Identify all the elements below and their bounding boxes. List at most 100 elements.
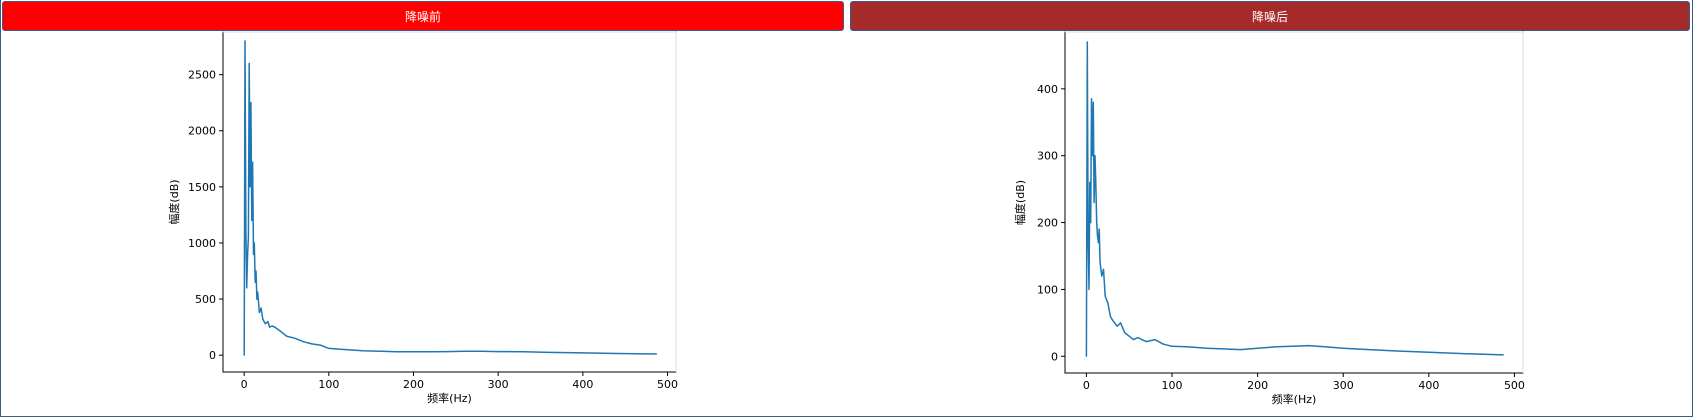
data-point-before bbox=[379, 350, 381, 352]
data-point-after bbox=[1171, 345, 1173, 347]
x-tick-label-after: 500 bbox=[1504, 379, 1525, 392]
data-point-before bbox=[248, 62, 250, 65]
data-point-before bbox=[582, 352, 584, 354]
data-point-before bbox=[246, 287, 248, 289]
data-point-before bbox=[243, 354, 245, 356]
data-point-after bbox=[1154, 338, 1156, 341]
data-point-after bbox=[1088, 288, 1090, 291]
data-point-before bbox=[247, 236, 250, 238]
data-point-after bbox=[1086, 41, 1088, 43]
y-axis-label-before: 幅度(dB) bbox=[167, 179, 181, 224]
data-point-before bbox=[294, 337, 296, 339]
data-point-before bbox=[345, 348, 347, 351]
data-point-after bbox=[1393, 350, 1396, 352]
data-point-after bbox=[1502, 354, 1504, 356]
data-point-before bbox=[616, 352, 618, 355]
data-point-before bbox=[463, 350, 465, 352]
data-point-before bbox=[262, 318, 264, 320]
data-point-after bbox=[1098, 228, 1100, 230]
x-tick-label-before: 300 bbox=[488, 378, 509, 391]
data-point-before bbox=[246, 253, 249, 255]
data-point-after bbox=[1095, 181, 1097, 184]
data-point-after bbox=[1188, 346, 1190, 348]
data-point-after bbox=[1145, 340, 1147, 343]
data-point-before bbox=[328, 347, 330, 350]
y-tick-label-before: 2500 bbox=[188, 69, 216, 82]
data-point-before bbox=[277, 328, 279, 330]
data-point-before bbox=[258, 311, 261, 314]
data-point-after bbox=[1116, 325, 1118, 327]
x-tick-label-after: 300 bbox=[1333, 379, 1354, 392]
data-point-before bbox=[302, 341, 305, 343]
plot-area-after bbox=[1064, 31, 1524, 374]
data-point-before bbox=[274, 326, 276, 328]
data-point-after bbox=[1342, 347, 1344, 349]
data-point-before bbox=[362, 350, 364, 352]
y-tick-label-before: 1500 bbox=[188, 181, 216, 194]
header-after-denoise[interactable]: 降噪后 bbox=[850, 1, 1690, 31]
data-point-after bbox=[1291, 345, 1293, 347]
data-point-after bbox=[1128, 335, 1130, 337]
data-point-after bbox=[1096, 221, 1098, 224]
y-tick-label-after: 400 bbox=[1037, 83, 1058, 96]
data-point-before bbox=[522, 351, 525, 353]
data-point-after bbox=[1094, 155, 1096, 157]
data-point-before bbox=[655, 353, 658, 355]
series-line-after bbox=[1085, 41, 1504, 357]
data-point-after bbox=[1089, 181, 1091, 184]
y-tick-label-after: 0 bbox=[1051, 350, 1058, 363]
data-point-after bbox=[1120, 322, 1122, 324]
data-point-before bbox=[319, 344, 321, 346]
data-point-before bbox=[429, 351, 432, 353]
data-point-before bbox=[244, 40, 246, 42]
data-point-before bbox=[395, 351, 398, 353]
data-point-before bbox=[271, 325, 273, 327]
data-point-before bbox=[260, 307, 262, 309]
data-point-after bbox=[1132, 338, 1135, 341]
data-point-after bbox=[1137, 336, 1139, 339]
data-point-after bbox=[1274, 346, 1276, 348]
y-tick-label-before: 500 bbox=[195, 293, 216, 306]
data-point-after bbox=[1101, 275, 1103, 277]
data-point-before bbox=[253, 242, 255, 244]
x-tick-label-before: 100 bbox=[318, 378, 339, 391]
data-point-after bbox=[1162, 343, 1165, 345]
data-point-before bbox=[412, 351, 415, 353]
data-point-after bbox=[1092, 101, 1094, 103]
data-point-before bbox=[446, 350, 448, 353]
x-tick-label-after: 200 bbox=[1247, 379, 1268, 392]
header-before-denoise[interactable]: 降噪前 bbox=[2, 1, 844, 31]
data-point-before bbox=[255, 270, 257, 272]
x-tick-label-after: 400 bbox=[1418, 379, 1439, 392]
data-point-after bbox=[1085, 355, 1088, 357]
data-point-after bbox=[1102, 268, 1105, 270]
data-point-after bbox=[1104, 295, 1106, 297]
data-point-before bbox=[251, 219, 253, 222]
data-point-before bbox=[267, 320, 269, 323]
data-point-after bbox=[1093, 201, 1095, 204]
data-point-before bbox=[252, 161, 254, 163]
data-point-before bbox=[264, 323, 266, 325]
data-point-after bbox=[1205, 347, 1207, 349]
data-point-after bbox=[1308, 344, 1310, 347]
data-point-before bbox=[252, 253, 255, 255]
x-axis-label-before: 频率(Hz) bbox=[427, 391, 472, 405]
data-point-after bbox=[1090, 221, 1092, 224]
data-point-before bbox=[245, 231, 247, 233]
data-point-before bbox=[250, 102, 252, 104]
data-point-after bbox=[1428, 351, 1430, 353]
data-point-after bbox=[1099, 262, 1101, 264]
x-tick-label-before: 500 bbox=[657, 378, 678, 391]
data-point-after bbox=[1096, 235, 1099, 237]
data-point-after bbox=[1111, 318, 1113, 321]
x-tick-label-before: 400 bbox=[572, 378, 593, 391]
data-point-after bbox=[1325, 346, 1327, 348]
data-point-before bbox=[311, 343, 313, 345]
data-point-before bbox=[497, 350, 499, 353]
data-point-before bbox=[290, 336, 292, 338]
y-tick-label-after: 100 bbox=[1037, 283, 1058, 296]
data-point-after bbox=[1114, 322, 1116, 324]
x-tick-label-after: 100 bbox=[1162, 379, 1183, 392]
x-tick-label-before: 0 bbox=[241, 378, 248, 391]
